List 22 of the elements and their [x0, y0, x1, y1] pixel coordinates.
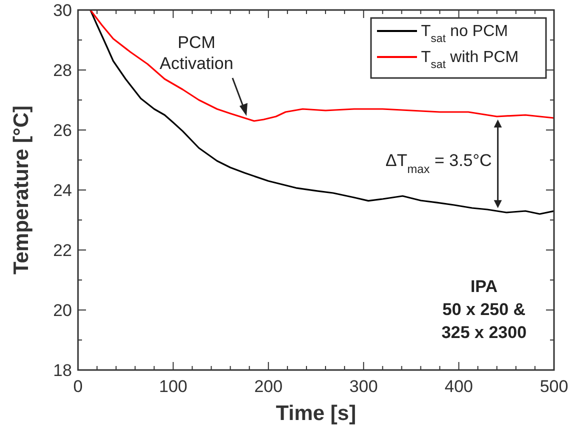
y-tick-label: 30: [53, 1, 72, 20]
y-axis-title: Temperature [°C]: [10, 105, 33, 275]
legend-label: T$_{sat}$ no PCM: [421, 23, 508, 45]
annotation: ΔT$_{max}$ = 3.5°C: [386, 150, 492, 176]
x-tick-label: 0: [73, 377, 83, 396]
x-tick-label: 300: [349, 377, 378, 396]
line-series: [90, 10, 554, 122]
y-tick-label: 24: [53, 181, 72, 200]
x-tick-label: 200: [254, 377, 283, 396]
annotation: IPA 50 x 250 & 325 x 2300: [441, 277, 527, 342]
y-tick-label: 20: [53, 301, 72, 320]
x-axis-title: Time [s]: [276, 402, 356, 425]
y-tick-label: 22: [53, 241, 72, 260]
x-tick-label: 500: [540, 377, 568, 396]
y-tick-label: 28: [53, 61, 72, 80]
legend-label: T$_{sat}$ with PCM: [421, 49, 519, 71]
y-tick-label: 26: [53, 121, 72, 140]
line-series: [90, 10, 554, 215]
x-tick-label: 100: [159, 377, 188, 396]
y-tick-label: 18: [53, 361, 72, 380]
annotation: PCM Activation: [160, 33, 234, 73]
x-tick-label: 400: [444, 377, 473, 396]
